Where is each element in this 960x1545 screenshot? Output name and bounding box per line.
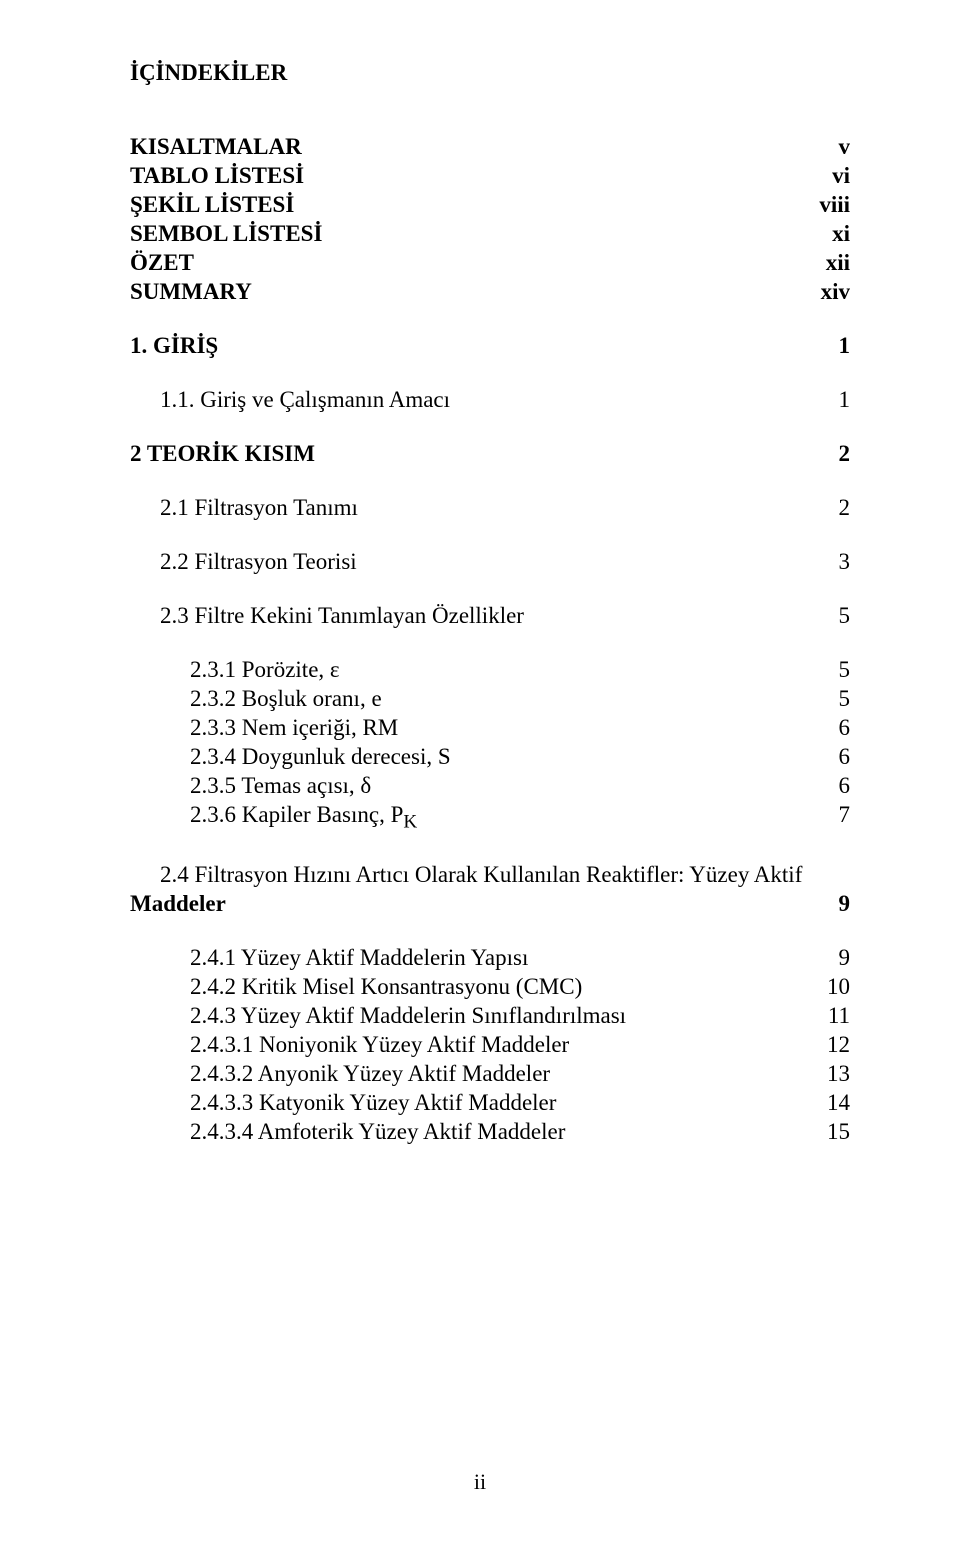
toc-row: ÖZET xii bbox=[130, 250, 850, 276]
toc-row: 2.4.3.2 Anyonik Yüzey Aktif Maddeler 13 bbox=[130, 1061, 850, 1087]
toc-row: 2.3.2 Boşluk oranı, e 5 bbox=[130, 686, 850, 712]
toc-label: 2 TEORİK KISIM bbox=[130, 441, 315, 467]
toc-label: Maddeler bbox=[130, 891, 226, 917]
toc-row: 2.4.1 Yüzey Aktif Maddelerin Yapısı 9 bbox=[130, 945, 850, 971]
toc-page: v bbox=[800, 134, 850, 160]
toc-label: 2.4.3 Yüzey Aktif Maddelerin Sınıflandır… bbox=[190, 1003, 626, 1029]
toc-row: Maddeler 9 bbox=[130, 891, 850, 917]
toc-page: 1 bbox=[800, 387, 850, 413]
toc-page: 10 bbox=[800, 974, 850, 1000]
toc-page: 5 bbox=[800, 603, 850, 629]
toc-label: ŞEKİL LİSTESİ bbox=[130, 192, 294, 218]
toc-page: 2 bbox=[800, 441, 850, 467]
toc-row: TABLO LİSTESİ vi bbox=[130, 163, 850, 189]
toc-row-multiline: 2.4 Filtrasyon Hızını Artıcı Olarak Kull… bbox=[130, 862, 850, 888]
toc-label: 2.3.2 Boşluk oranı, e bbox=[190, 686, 382, 712]
toc-row: 2.4.3 Yüzey Aktif Maddelerin Sınıflandır… bbox=[130, 1003, 850, 1029]
toc-page: 2 bbox=[800, 495, 850, 521]
toc-label: 2.4.2 Kritik Misel Konsantrasyonu (CMC) bbox=[190, 974, 582, 1000]
toc-label: 2.4.3.2 Anyonik Yüzey Aktif Maddeler bbox=[190, 1061, 550, 1087]
toc-label: ÖZET bbox=[130, 250, 194, 276]
toc-row: KISALTMALAR v bbox=[130, 134, 850, 160]
toc-label: 2.4 Filtrasyon Hızını Artıcı Olarak Kull… bbox=[160, 862, 802, 887]
page-number: ii bbox=[0, 1469, 960, 1495]
toc-section-heading: 2 TEORİK KISIM 2 bbox=[130, 441, 850, 467]
toc-row: SUMMARY xiv bbox=[130, 279, 850, 305]
toc-row: 2.4.2 Kritik Misel Konsantrasyonu (CMC) … bbox=[130, 974, 850, 1000]
toc-page: 1 bbox=[800, 333, 850, 359]
toc-row: 1.1. Giriş ve Çalışmanın Amacı 1 bbox=[130, 387, 850, 413]
toc-label: 2.4.3.3 Katyonik Yüzey Aktif Maddeler bbox=[190, 1090, 556, 1116]
toc-label: 2.3.1 Porözite, ε bbox=[190, 657, 340, 683]
toc-label: 2.3 Filtre Kekini Tanımlayan Özellikler bbox=[160, 603, 524, 629]
toc-label: 2.1 Filtrasyon Tanımı bbox=[160, 495, 358, 521]
frontmatter-block: KISALTMALAR v TABLO LİSTESİ vi ŞEKİL LİS… bbox=[130, 134, 850, 305]
toc-label: 2.3.3 Nem içeriği, RM bbox=[190, 715, 398, 741]
toc-page: 13 bbox=[800, 1061, 850, 1087]
toc-label: 2.2 Filtrasyon Teorisi bbox=[160, 549, 357, 575]
toc-row: 2.3.3 Nem içeriği, RM 6 bbox=[130, 715, 850, 741]
toc-row: ŞEKİL LİSTESİ viii bbox=[130, 192, 850, 218]
toc-title: İÇİNDEKİLER bbox=[130, 60, 850, 86]
toc-page: 6 bbox=[800, 715, 850, 741]
toc-page: 15 bbox=[800, 1119, 850, 1145]
toc-label: 2.4.3.4 Amfoterik Yüzey Aktif Maddeler bbox=[190, 1119, 565, 1145]
toc-page: xiv bbox=[800, 279, 850, 305]
toc-row: SEMBOL LİSTESİ xi bbox=[130, 221, 850, 247]
toc-page: xii bbox=[800, 250, 850, 276]
toc-page: 5 bbox=[800, 657, 850, 683]
toc-section-heading: 1. GİRİŞ 1 bbox=[130, 333, 850, 359]
toc-label: 2.3.6 Kapiler Basınç, PK bbox=[190, 802, 417, 834]
toc-row: 2.3.5 Temas açısı, δ 6 bbox=[130, 773, 850, 799]
toc-page: viii bbox=[800, 192, 850, 218]
toc-row: 2.2 Filtrasyon Teorisi 3 bbox=[130, 549, 850, 575]
toc-row: 2.3.6 Kapiler Basınç, PK 7 bbox=[130, 802, 850, 834]
page-container: İÇİNDEKİLER KISALTMALAR v TABLO LİSTESİ … bbox=[0, 0, 960, 1545]
toc-label: 2.3.5 Temas açısı, δ bbox=[190, 773, 371, 799]
toc-label: SUMMARY bbox=[130, 279, 252, 305]
toc-page: 6 bbox=[800, 744, 850, 770]
toc-label: TABLO LİSTESİ bbox=[130, 163, 304, 189]
toc-row: 2.3.1 Porözite, ε 5 bbox=[130, 657, 850, 683]
toc-label: KISALTMALAR bbox=[130, 134, 302, 160]
toc-row: 2.4.3.3 Katyonik Yüzey Aktif Maddeler 14 bbox=[130, 1090, 850, 1116]
toc-page: 9 bbox=[800, 891, 850, 917]
toc-row: 2.3 Filtre Kekini Tanımlayan Özellikler … bbox=[130, 603, 850, 629]
toc-page: 9 bbox=[800, 945, 850, 971]
toc-label: 1.1. Giriş ve Çalışmanın Amacı bbox=[160, 387, 450, 413]
toc-label: 2.4.3.1 Noniyonik Yüzey Aktif Maddeler bbox=[190, 1032, 569, 1058]
toc-page: xi bbox=[800, 221, 850, 247]
toc-label: 2.3.4 Doygunluk derecesi, S bbox=[190, 744, 451, 770]
toc-label: 1. GİRİŞ bbox=[130, 333, 218, 359]
toc-page: 12 bbox=[800, 1032, 850, 1058]
subscript: K bbox=[403, 812, 417, 833]
toc-label: 2.4.1 Yüzey Aktif Maddelerin Yapısı bbox=[190, 945, 528, 971]
toc-page: vi bbox=[800, 163, 850, 189]
toc-page: 6 bbox=[800, 773, 850, 799]
toc-row: 2.4.3.4 Amfoterik Yüzey Aktif Maddeler 1… bbox=[130, 1119, 850, 1145]
toc-page: 14 bbox=[800, 1090, 850, 1116]
toc-page: 5 bbox=[800, 686, 850, 712]
toc-page: 3 bbox=[800, 549, 850, 575]
toc-label: SEMBOL LİSTESİ bbox=[130, 221, 322, 247]
toc-page: 7 bbox=[800, 802, 850, 828]
toc-page: 11 bbox=[800, 1003, 850, 1029]
toc-row: 2.1 Filtrasyon Tanımı 2 bbox=[130, 495, 850, 521]
toc-row: 2.3.4 Doygunluk derecesi, S 6 bbox=[130, 744, 850, 770]
toc-row: 2.4.3.1 Noniyonik Yüzey Aktif Maddeler 1… bbox=[130, 1032, 850, 1058]
